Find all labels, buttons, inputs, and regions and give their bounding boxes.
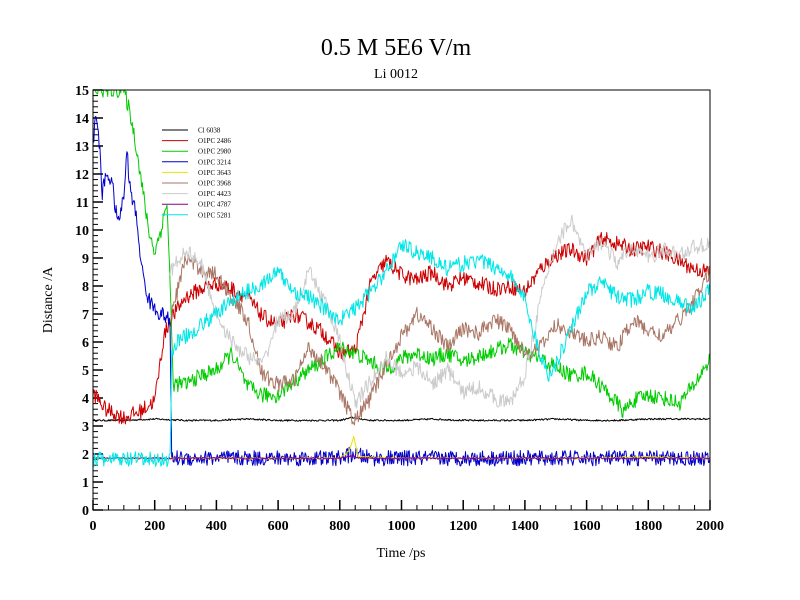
- legend-label: O1PC 3214: [198, 158, 231, 166]
- y-tick-label: 13: [75, 140, 89, 155]
- y-tick-label: 4: [82, 392, 89, 407]
- series-line-o1pc-3968: [169, 254, 710, 426]
- x-tick-label: 1000: [388, 519, 416, 534]
- y-tick-label: 1: [82, 476, 89, 491]
- y-tick-label: 0: [82, 504, 89, 519]
- legend: Cl 6038 O1PC 2486 O1PC 2980 O1PC 3214 O1PC 3…: [162, 127, 231, 219]
- series-line-cl-6038: [93, 416, 710, 422]
- y-tick-label: 10: [75, 224, 89, 239]
- chart-subtitle: Li 0012: [374, 67, 418, 82]
- y-tick-label: 8: [82, 280, 89, 295]
- x-tick-label: 2000: [696, 519, 724, 534]
- y-tick-label: 9: [82, 252, 89, 267]
- y-tick-label: 5: [82, 364, 89, 379]
- x-tick-label: 1600: [573, 519, 601, 534]
- legend-label: O1PC 5281: [198, 211, 231, 219]
- x-tick-label: 0: [90, 519, 97, 534]
- x-tick-label: 1400: [511, 519, 539, 534]
- legend-label: O1PC 2980: [198, 148, 231, 156]
- legend-label: O1PC 3643: [198, 169, 231, 177]
- x-axis-label: Time /ps: [377, 546, 426, 561]
- chart-title: 0.5 M 5E6 V/m: [321, 35, 472, 61]
- x-tick-label: 1800: [634, 519, 662, 534]
- x-tick-label: 800: [329, 519, 350, 534]
- legend-label: Cl 6038: [198, 127, 221, 135]
- y-tick-label: 3: [82, 420, 89, 435]
- x-tick-label: 600: [268, 519, 289, 534]
- y-tick-label: 6: [82, 336, 89, 351]
- series-line-o1pc-2486: [93, 231, 710, 425]
- y-tick-label: 2: [82, 448, 89, 463]
- y-tick-label: 12: [75, 168, 89, 183]
- legend-label: O1PC 4423: [198, 190, 231, 198]
- x-tick-label: 400: [206, 519, 227, 534]
- series-line-o1pc-3214: [93, 116, 710, 467]
- series-line-o1pc-5281: [93, 239, 710, 468]
- plot-frame: [92, 89, 711, 511]
- y-tick-label: 7: [82, 308, 89, 323]
- y-tick-label: 15: [75, 84, 89, 99]
- x-tick-label: 1200: [449, 519, 477, 534]
- x-tick-label: 200: [144, 519, 165, 534]
- legend-label: O1PC 3968: [198, 180, 231, 188]
- y-tick-label: 11: [76, 196, 89, 211]
- legend-label: O1PC 4787: [198, 201, 231, 209]
- series-group: [93, 90, 710, 468]
- y-tick-label: 14: [75, 112, 89, 127]
- series-line-o1pc-4787: [93, 454, 710, 460]
- y-axis-label: Distance /A: [41, 266, 56, 333]
- series-line-o1pc-2980: [93, 90, 710, 418]
- series-line-o1pc-4423: [169, 214, 710, 409]
- legend-label: O1PC 2486: [198, 137, 231, 145]
